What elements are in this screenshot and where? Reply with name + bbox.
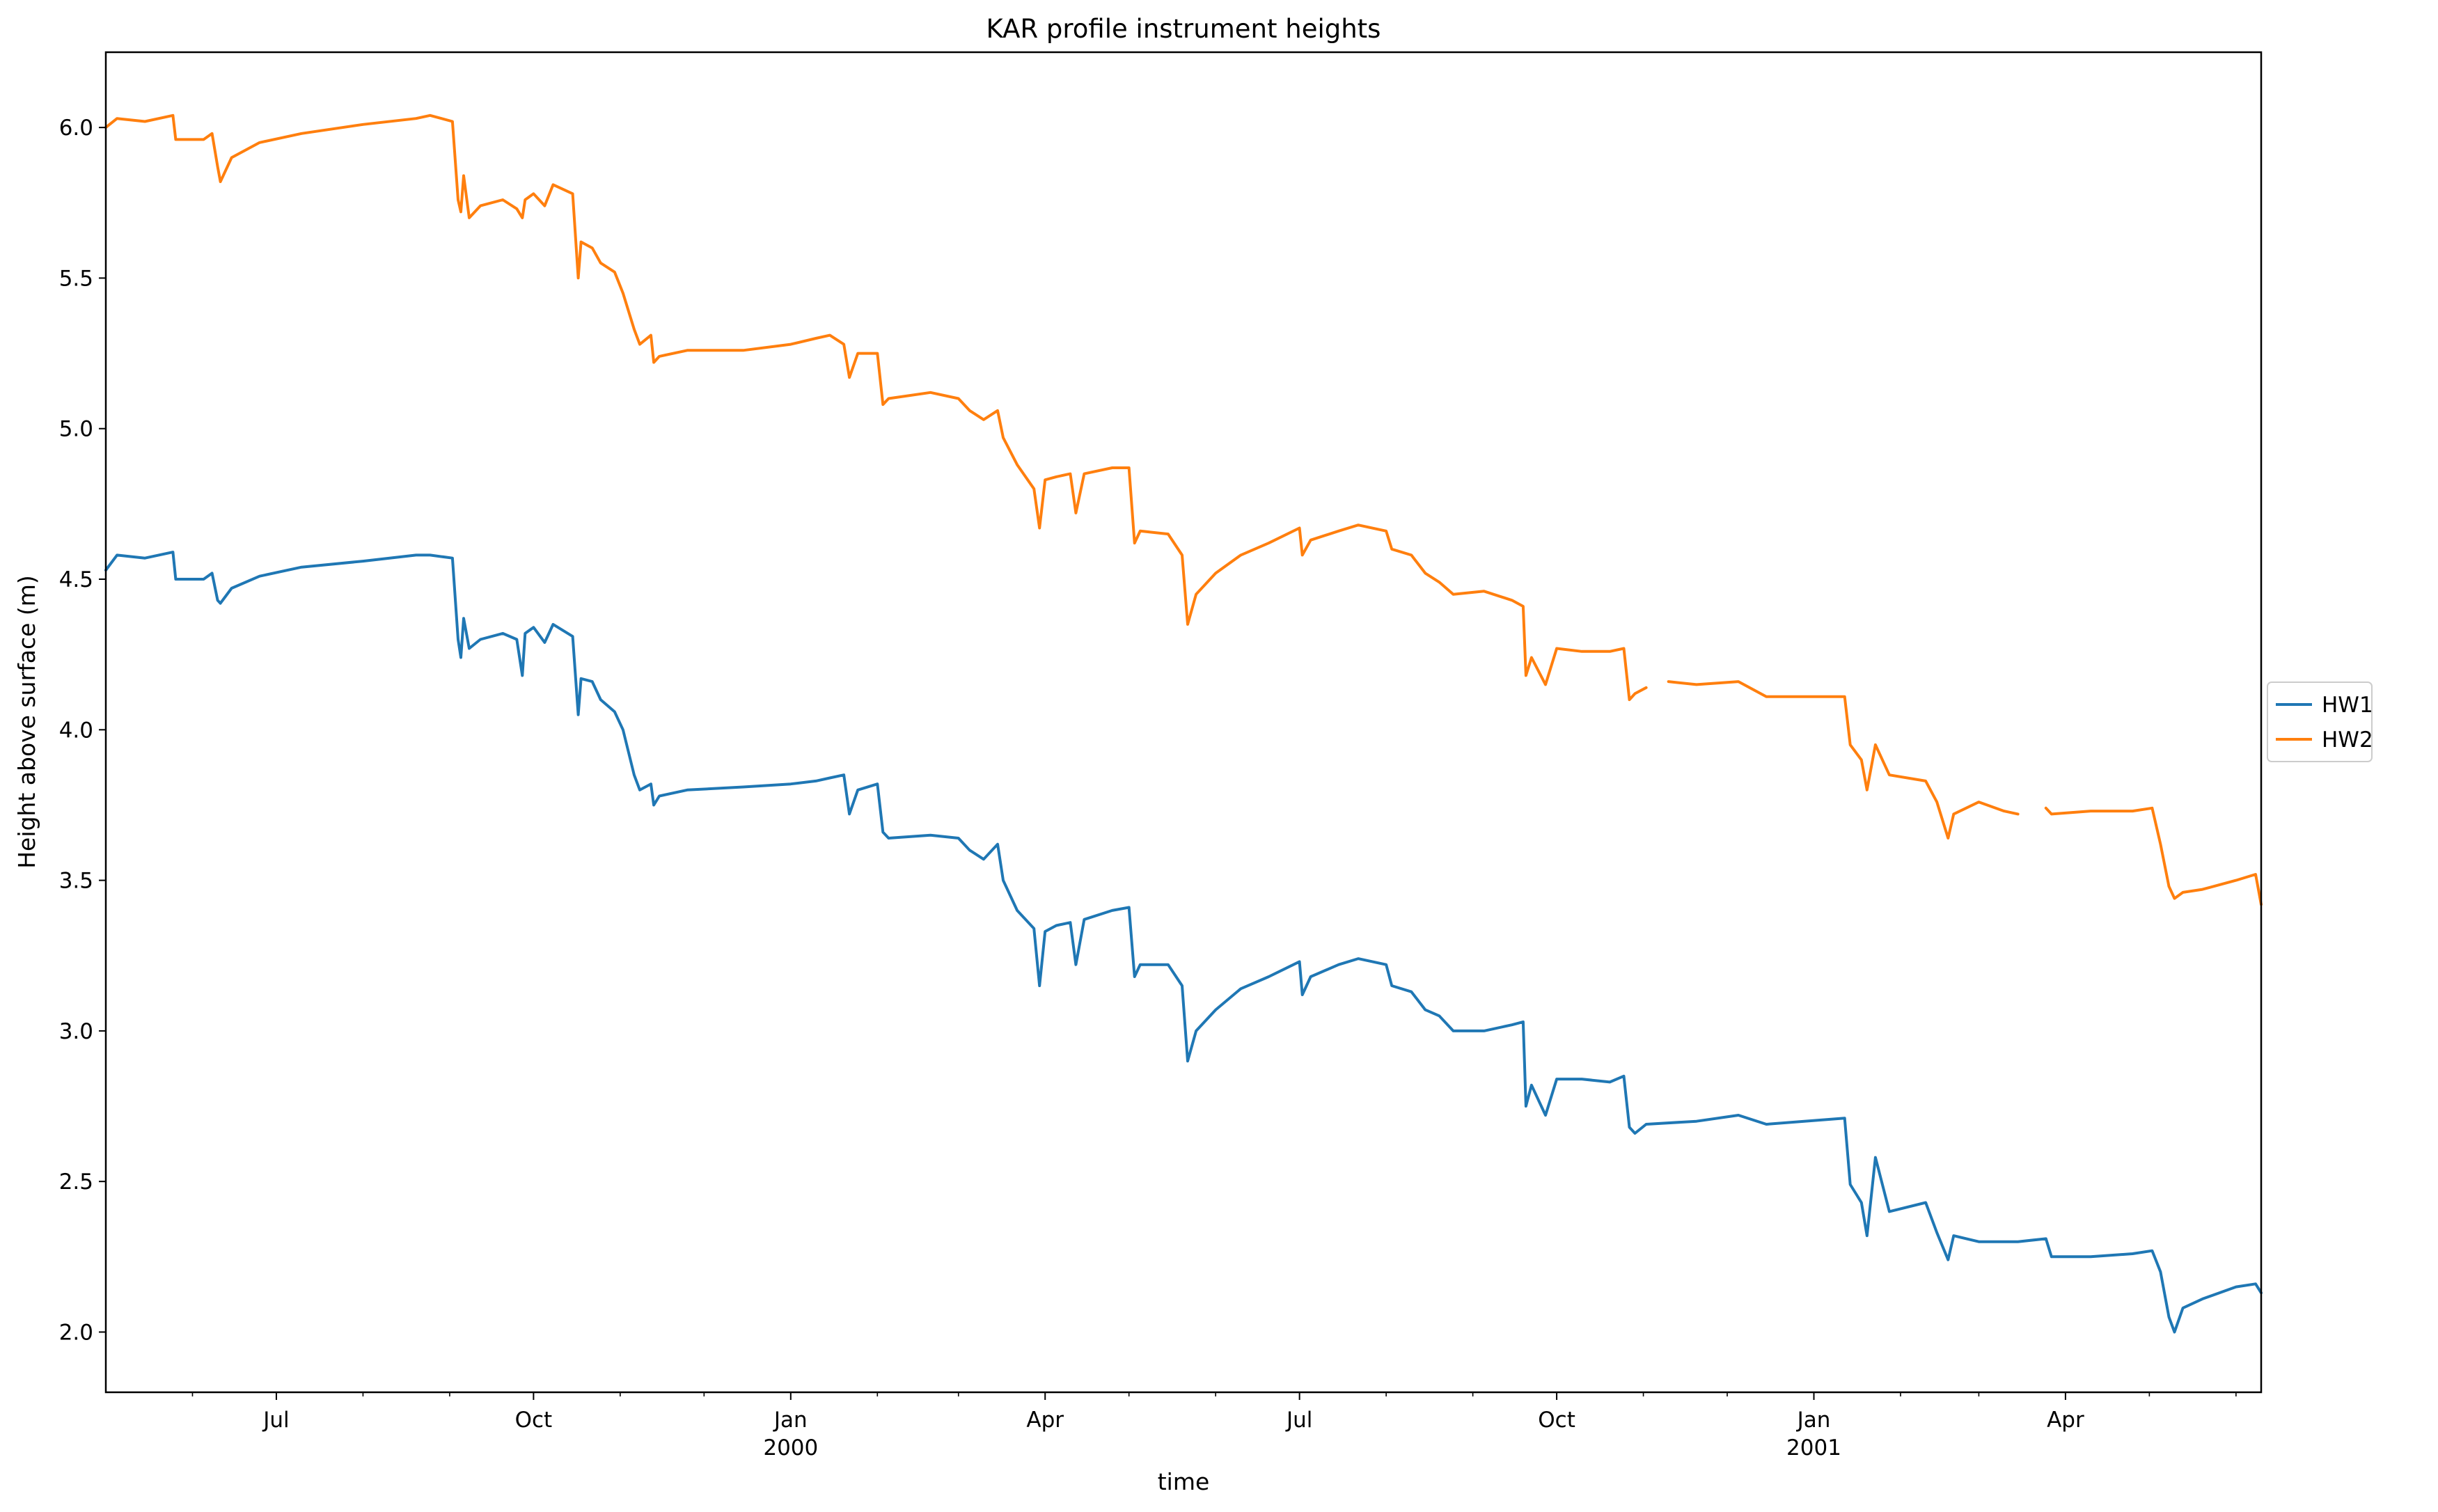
y-tick-label: 3.0 [59, 1019, 93, 1044]
x-tick-year-label: 2001 [1786, 1435, 1841, 1460]
legend-label-hw2: HW2 [2322, 727, 2373, 753]
y-tick-label: 4.0 [59, 718, 93, 743]
x-tick-label: Apr [1026, 1408, 1064, 1433]
x-tick-label: Jul [262, 1408, 289, 1433]
series-line-hw2 [104, 113, 2263, 906]
chart-title: KAR profile instrument heights [986, 14, 1381, 44]
x-tick-label: Oct [1538, 1408, 1575, 1433]
series-line-hw1 [104, 551, 2263, 1334]
y-axis: 2.0 2.5 3.0 3.5 4.0 4.5 5.0 5.5 6.0 [59, 116, 106, 1345]
x-tick-label: Jan [773, 1408, 808, 1433]
y-tick-label: 3.5 [59, 869, 93, 894]
legend-label-hw1: HW1 [2322, 693, 2373, 718]
y-tick-label: 6.0 [59, 116, 93, 141]
x-tick-label: Jul [1285, 1408, 1312, 1433]
series-layer [104, 113, 2263, 1334]
y-tick-label: 4.5 [59, 567, 93, 592]
plot-frame [104, 51, 2263, 1394]
x-tick-year-label: 2000 [763, 1435, 818, 1460]
x-tick-label: Oct [515, 1408, 553, 1433]
y-tick-label: 2.5 [59, 1170, 93, 1195]
y-axis-label: Height above surface (m) [13, 575, 40, 869]
y-tick-label: 2.0 [59, 1320, 93, 1345]
x-tick-label: Apr [2047, 1408, 2084, 1433]
x-tick-label: Jan [1796, 1408, 1831, 1433]
y-tick-label: 5.0 [59, 417, 93, 442]
x-axis-label: time [1158, 1468, 1210, 1495]
legend-box [2267, 682, 2373, 762]
y-tick-label: 5.5 [59, 266, 93, 291]
